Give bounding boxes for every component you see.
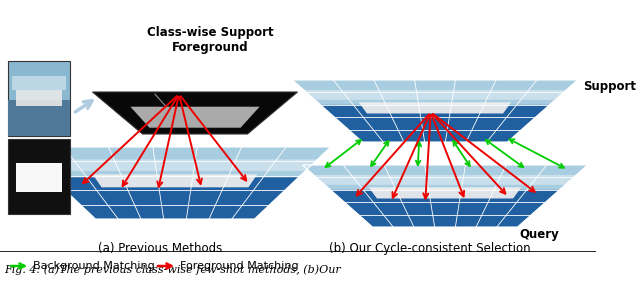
Polygon shape [321, 105, 550, 142]
Polygon shape [359, 102, 511, 114]
Polygon shape [33, 159, 317, 171]
Polygon shape [292, 80, 577, 105]
Bar [16, 90, 62, 106]
Bar [8, 139, 70, 214]
Bar [16, 163, 62, 191]
Polygon shape [314, 175, 576, 185]
Polygon shape [93, 92, 298, 134]
Bar [8, 100, 70, 136]
Polygon shape [19, 147, 330, 177]
Text: Foreground Matching: Foreground Matching [180, 261, 299, 271]
Text: Support: Support [584, 80, 637, 93]
Text: Query: Query [520, 228, 559, 241]
Polygon shape [51, 177, 299, 219]
Bar [8, 61, 70, 136]
Text: (b) Our Cycle-consistent Selection: (b) Our Cycle-consistent Selection [329, 242, 531, 255]
Polygon shape [93, 174, 257, 187]
Text: Class-wise Support
Foreground: Class-wise Support Foreground [147, 26, 273, 54]
Text: Background Matching: Background Matching [33, 261, 155, 271]
Bar [12, 76, 66, 90]
Polygon shape [303, 165, 588, 190]
Text: Fig. 4: (a)The previous class-wise few-shot methods, (b)Our: Fig. 4: (a)The previous class-wise few-s… [4, 264, 340, 275]
Polygon shape [369, 187, 521, 198]
Polygon shape [330, 190, 559, 227]
Polygon shape [304, 90, 566, 100]
Text: (a) Previous Methods: (a) Previous Methods [98, 242, 222, 255]
Polygon shape [131, 107, 260, 128]
